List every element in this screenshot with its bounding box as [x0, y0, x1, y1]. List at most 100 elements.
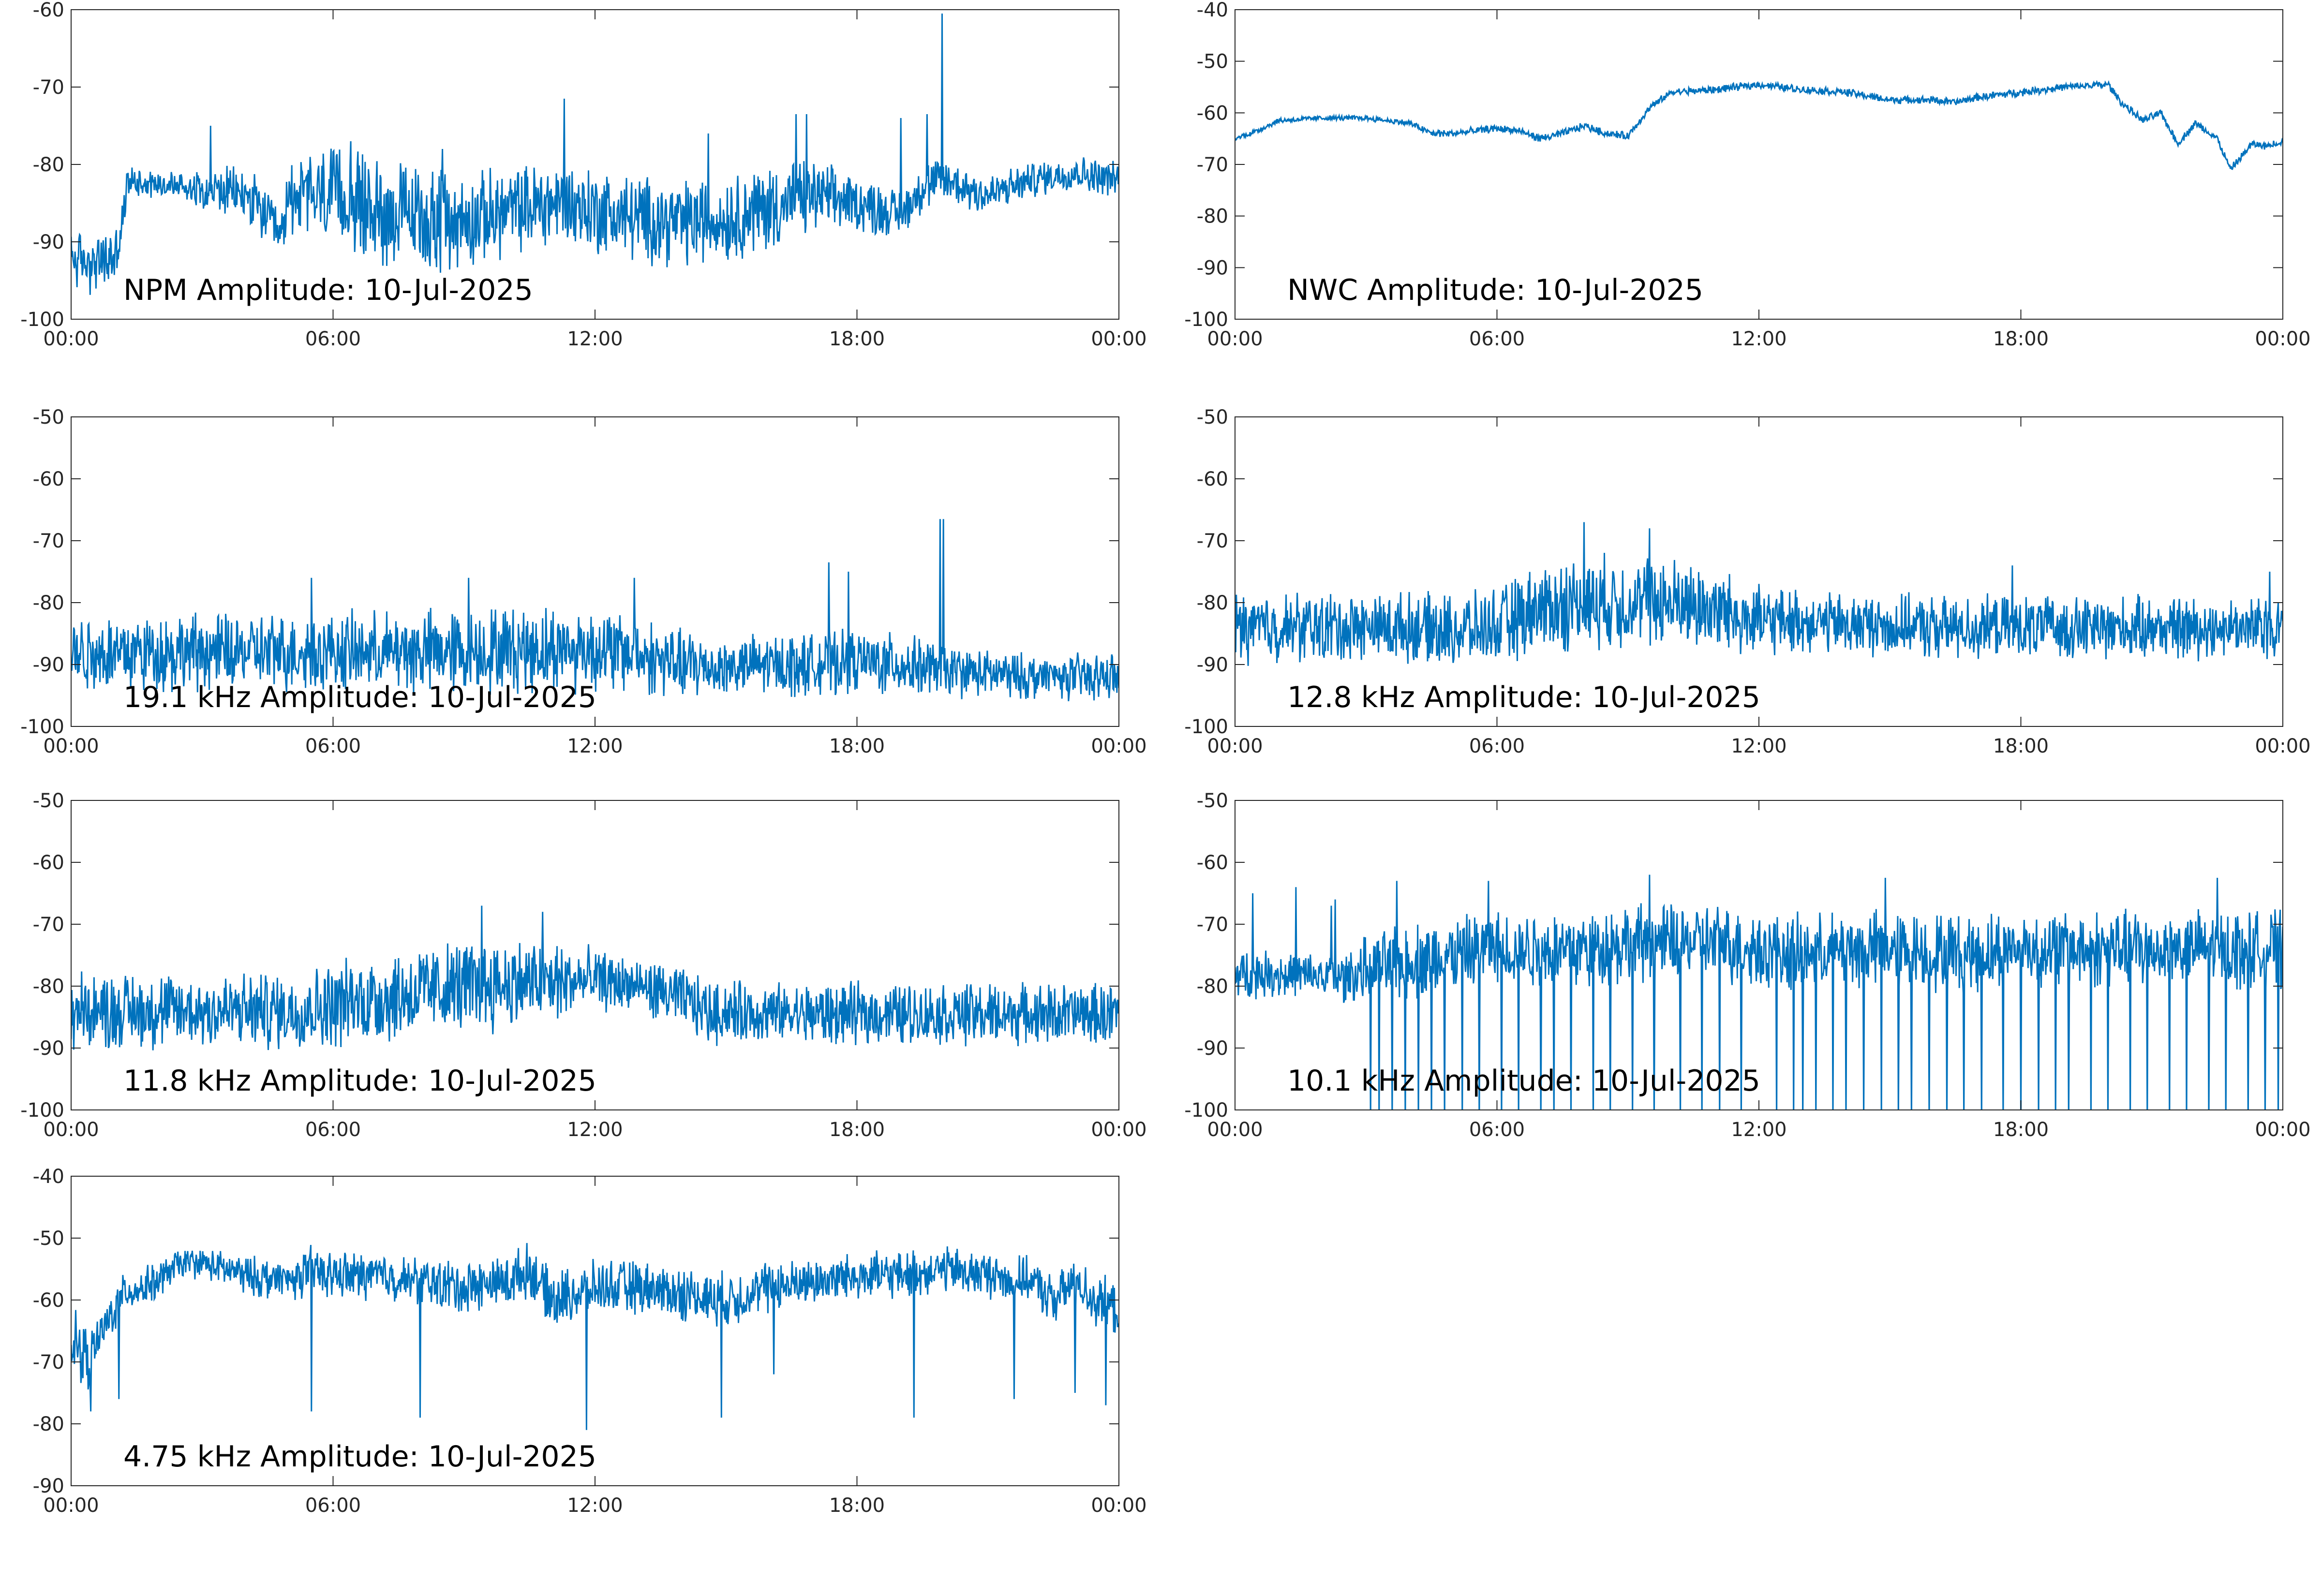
x-tick-label: 12:00 — [567, 1494, 623, 1517]
chart-panel-3: -100 -90 -80 -70 -60 -50 00:00 06:00 12:00 18:00 0… — [20, 406, 1146, 757]
series-line — [1235, 522, 2283, 666]
y-tick-label: -70 — [33, 1351, 64, 1374]
y-tick-label: -60 — [33, 1289, 64, 1312]
x-tick-label: 12:00 — [567, 735, 623, 757]
chart-title: 19.1 kHz Amplitude: 10-Jul-2025 — [123, 680, 596, 714]
y-tick-label: -60 — [33, 0, 64, 21]
chart-panel-2: -100 -90 -80 -70 -60 -50 -40 00:00 06:00 12:00 18:… — [1184, 0, 2310, 350]
x-tick-label: 06:00 — [305, 328, 361, 350]
y-tick-label: -100 — [20, 1099, 64, 1122]
y-tick-label: -50 — [33, 790, 64, 812]
x-tick-label: 18:00 — [1993, 1119, 2049, 1141]
y-tick-label: -50 — [33, 1227, 64, 1250]
y-tick-label: -100 — [20, 309, 64, 331]
y-tick-label: -90 — [33, 1037, 64, 1060]
x-tick-label: 06:00 — [1469, 1119, 1525, 1141]
x-tick-label: 18:00 — [1993, 735, 2049, 757]
x-tick-label: 00:00 — [1207, 735, 1263, 757]
y-tick-label: -100 — [20, 716, 64, 738]
y-tick-label: -80 — [33, 1413, 64, 1435]
y-tick-label: -80 — [33, 592, 64, 614]
x-tick-label: 00:00 — [43, 1119, 99, 1141]
y-tick-label: -70 — [1197, 914, 1228, 936]
x-tick-label: 06:00 — [305, 1119, 361, 1141]
chart-title: 12.8 kHz Amplitude: 10-Jul-2025 — [1287, 680, 1760, 714]
x-tick-label: 00:00 — [2255, 328, 2310, 350]
series-line — [1235, 80, 2283, 170]
x-tick-label: 00:00 — [43, 328, 99, 350]
chart-panel-1: -100 -90 -80 -70 -60 00:00 06:00 12:00 18:00 00:0… — [20, 0, 1146, 350]
x-tick-label: 12:00 — [567, 328, 623, 350]
axes-frame — [71, 1176, 1119, 1486]
x-tick-label: 00:00 — [1091, 328, 1146, 350]
x-tick-label: 12:00 — [567, 1119, 623, 1141]
series-line — [1235, 874, 2283, 1110]
chart-title: NPM Amplitude: 10-Jul-2025 — [123, 273, 533, 307]
series-line — [71, 905, 1119, 1050]
y-tick-label: -80 — [33, 154, 64, 176]
x-tick-label: 18:00 — [829, 1494, 885, 1517]
x-tick-label: 00:00 — [1207, 328, 1263, 350]
x-tick-label: 00:00 — [1091, 1119, 1146, 1141]
chart-panel-7: -90 -80 -70 -60 -50 -40 00:00 06:00 12:00 18:00 00… — [33, 1166, 1147, 1517]
y-tick-label: -80 — [1197, 975, 1228, 998]
y-tick-label: -70 — [1197, 530, 1228, 552]
y-tick-label: -40 — [33, 1166, 64, 1188]
axes-frame — [71, 9, 1119, 320]
y-tick-label: -80 — [1197, 592, 1228, 614]
x-tick-label: 00:00 — [1207, 1119, 1263, 1141]
y-tick-label: -90 — [33, 1475, 64, 1497]
x-tick-label: 12:00 — [1731, 1119, 1786, 1141]
y-tick-label: -60 — [1197, 102, 1228, 124]
x-tick-label: 00:00 — [2255, 735, 2310, 757]
x-tick-label: 06:00 — [305, 735, 361, 757]
y-tick-label: -70 — [33, 530, 64, 552]
x-tick-label: 06:00 — [1469, 328, 1525, 350]
y-tick-label: -100 — [1184, 1099, 1228, 1122]
y-tick-label: -90 — [33, 654, 64, 676]
y-tick-label: -80 — [1197, 206, 1228, 228]
x-tick-label: 00:00 — [1091, 1494, 1146, 1517]
series-line — [71, 13, 1119, 295]
x-tick-label: 12:00 — [1731, 328, 1786, 350]
y-tick-label: -100 — [1184, 716, 1228, 738]
y-tick-label: -60 — [1197, 852, 1228, 874]
chart-title: NWC Amplitude: 10-Jul-2025 — [1287, 273, 1703, 307]
chart-panel-4: -100 -90 -80 -70 -60 -50 00:00 06:00 12:00 18:00 0… — [1184, 406, 2310, 757]
y-tick-label: -60 — [33, 852, 64, 874]
chart-panel-5: -100 -90 -80 -70 -60 -50 00:00 06:00 12:00 18:00 0… — [20, 790, 1146, 1141]
x-tick-label: 00:00 — [43, 735, 99, 757]
y-tick-label: -70 — [33, 914, 64, 936]
chart-title: 10.1 kHz Amplitude: 10-Jul-2025 — [1287, 1064, 1760, 1098]
axes-frame — [1235, 9, 2283, 320]
y-tick-label: -90 — [1197, 1037, 1228, 1060]
x-tick-label: 18:00 — [1993, 328, 2049, 350]
y-tick-label: -50 — [33, 406, 64, 429]
x-tick-label: 12:00 — [1731, 735, 1786, 757]
chart-title: 11.8 kHz Amplitude: 10-Jul-2025 — [123, 1064, 596, 1098]
y-tick-label: -40 — [1197, 0, 1228, 21]
y-tick-label: -90 — [33, 231, 64, 253]
series-line — [71, 1243, 1119, 1430]
y-tick-label: -50 — [1197, 790, 1228, 812]
axes-frame — [1235, 416, 2283, 727]
x-tick-label: 00:00 — [2255, 1119, 2310, 1141]
x-tick-label: 00:00 — [1091, 735, 1146, 757]
x-tick-label: 18:00 — [829, 1119, 885, 1141]
y-tick-label: -80 — [33, 975, 64, 998]
y-tick-label: -100 — [1184, 309, 1228, 331]
y-tick-label: -50 — [1197, 406, 1228, 429]
y-tick-label: -50 — [1197, 51, 1228, 73]
x-tick-label: 18:00 — [829, 735, 885, 757]
chart-title: 4.75 kHz Amplitude: 10-Jul-2025 — [123, 1440, 596, 1474]
x-tick-label: 00:00 — [43, 1494, 99, 1517]
y-tick-label: -90 — [1197, 257, 1228, 279]
chart-panel-6: -100 -90 -80 -70 -60 -50 00:00 06:00 12:00 18:00 0… — [1184, 790, 2310, 1141]
y-tick-label: -70 — [1197, 154, 1228, 176]
y-tick-label: -70 — [33, 76, 64, 99]
x-tick-label: 06:00 — [305, 1494, 361, 1517]
y-tick-label: -60 — [1197, 468, 1228, 490]
series-line — [71, 519, 1119, 701]
y-tick-label: -60 — [33, 468, 64, 490]
